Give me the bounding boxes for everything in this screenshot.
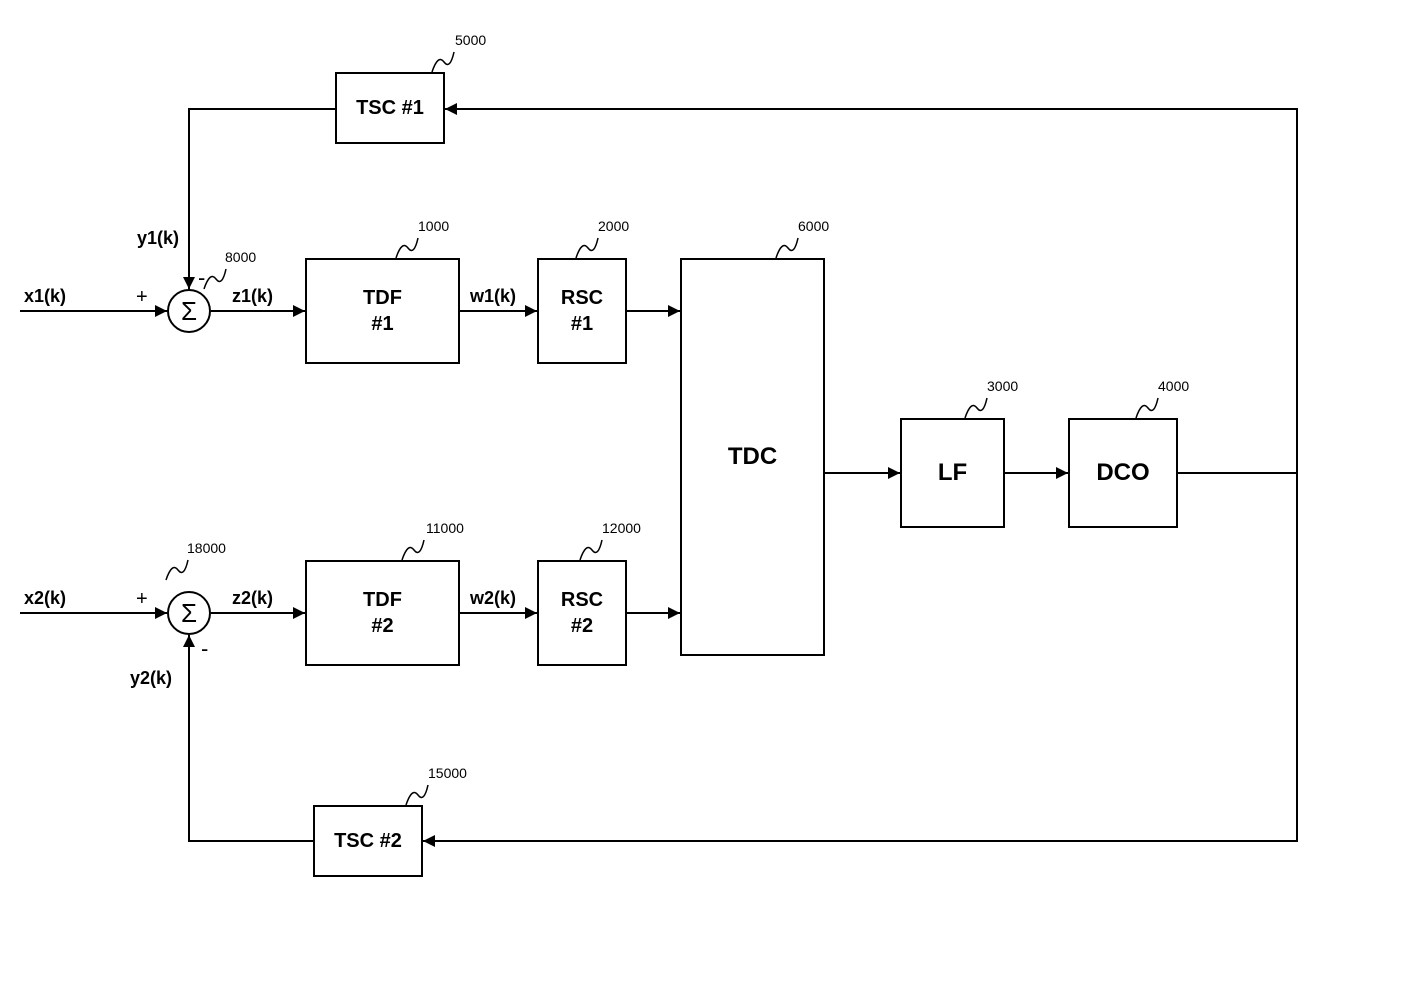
summer-2: Σ xyxy=(167,591,211,635)
arrow-w1 xyxy=(525,305,537,317)
leader-tsc1 xyxy=(428,48,456,76)
block-tsc1-label: TSC #1 xyxy=(356,95,424,121)
arrow-x1 xyxy=(155,305,167,317)
wire-fb1-v xyxy=(1296,108,1298,474)
leader-sum2 xyxy=(162,556,190,584)
block-lf-label: LF xyxy=(938,457,967,488)
arrow-w2 xyxy=(525,607,537,619)
summer-1: Σ xyxy=(167,289,211,333)
arrow-y2-into-sum2 xyxy=(183,635,195,647)
block-rsc2: RSC #2 xyxy=(537,560,627,666)
wire-fb2-h xyxy=(423,840,1298,842)
label-w2k: w2(k) xyxy=(470,588,516,609)
sign-y2-minus: - xyxy=(201,636,208,662)
block-tsc2-label: TSC #2 xyxy=(334,828,402,854)
diagram-canvas: TSC #1 5000 TDF #1 1000 RSC #1 2000 TDC … xyxy=(0,0,1423,989)
block-dco: DCO xyxy=(1068,418,1178,528)
block-rsc1-label2: #1 xyxy=(571,311,593,337)
block-tdc-label: TDC xyxy=(728,441,777,472)
label-x2k: x2(k) xyxy=(24,588,66,609)
label-z1k: z1(k) xyxy=(232,286,273,307)
block-tdf2-label2: #2 xyxy=(371,613,393,639)
wire-fb1-h xyxy=(445,108,1298,110)
wire-tsc2-out-v xyxy=(188,635,190,842)
label-x1k: x1(k) xyxy=(24,286,66,307)
block-tsc2: TSC #2 xyxy=(313,805,423,877)
block-dco-label: DCO xyxy=(1096,457,1149,488)
block-rsc1: RSC #1 xyxy=(537,258,627,364)
block-tsc1: TSC #1 xyxy=(335,72,445,144)
wire-x1 xyxy=(20,310,167,312)
leader-dco xyxy=(1132,394,1160,422)
wire-x2 xyxy=(20,612,167,614)
block-dco-num: 4000 xyxy=(1158,378,1189,394)
block-tdf2: TDF #2 xyxy=(305,560,460,666)
sign-x2-plus: + xyxy=(136,588,148,611)
block-rsc2-label1: RSC xyxy=(561,587,603,613)
arrow-y1-into-sum1 xyxy=(183,277,195,289)
wire-z2 xyxy=(211,612,305,614)
wire-z1 xyxy=(211,310,305,312)
leader-rsc1 xyxy=(572,234,600,262)
label-w1k: w1(k) xyxy=(470,286,516,307)
block-tdc-num: 6000 xyxy=(798,218,829,234)
arrow-fb1-into-tsc1 xyxy=(445,103,457,115)
arrow-tdc-lf xyxy=(888,467,900,479)
label-y2k: y2(k) xyxy=(130,668,172,689)
summer-1-symbol: Σ xyxy=(181,296,197,327)
wire-tsc1-out-v xyxy=(188,108,190,289)
leader-rsc2 xyxy=(576,536,604,564)
wire-dco-out xyxy=(1178,472,1298,474)
label-z2k: z2(k) xyxy=(232,588,273,609)
block-tdf1-label1: TDF xyxy=(363,285,402,311)
block-tdf2-num: 11000 xyxy=(426,520,464,536)
summer-2-symbol: Σ xyxy=(181,598,197,629)
leader-tdf2 xyxy=(398,536,426,564)
summer-2-num: 18000 xyxy=(187,540,226,556)
leader-tsc2 xyxy=(402,781,430,809)
label-y1k: y1(k) xyxy=(137,228,179,249)
block-tsc1-num: 5000 xyxy=(455,32,486,48)
block-rsc1-num: 2000 xyxy=(598,218,629,234)
arrow-x2 xyxy=(155,607,167,619)
block-tdf1: TDF #1 xyxy=(305,258,460,364)
leader-tdf1 xyxy=(392,234,420,262)
block-tdc: TDC xyxy=(680,258,825,656)
arrow-rsc2-tdc xyxy=(668,607,680,619)
sign-x1-plus: + xyxy=(136,286,148,309)
arrow-rsc1-tdc xyxy=(668,305,680,317)
block-tdf2-label1: TDF xyxy=(363,587,402,613)
block-tdf1-label2: #1 xyxy=(371,311,393,337)
wire-fb2-v xyxy=(1296,472,1298,842)
block-rsc2-num: 12000 xyxy=(602,520,641,536)
block-lf-num: 3000 xyxy=(987,378,1018,394)
leader-lf xyxy=(961,394,989,422)
sign-y1-minus: - xyxy=(198,265,205,291)
wire-tsc1-out-h xyxy=(189,108,335,110)
wire-tsc2-out-h xyxy=(189,840,313,842)
arrow-fb2-into-tsc2 xyxy=(423,835,435,847)
block-tdf1-num: 1000 xyxy=(418,218,449,234)
block-rsc1-label1: RSC xyxy=(561,285,603,311)
block-tsc2-num: 15000 xyxy=(428,765,467,781)
block-rsc2-label2: #2 xyxy=(571,613,593,639)
block-lf: LF xyxy=(900,418,1005,528)
arrow-lf-dco xyxy=(1056,467,1068,479)
arrow-z2 xyxy=(293,607,305,619)
arrow-z1 xyxy=(293,305,305,317)
summer-1-num: 8000 xyxy=(225,249,256,265)
leader-tdc xyxy=(772,234,800,262)
